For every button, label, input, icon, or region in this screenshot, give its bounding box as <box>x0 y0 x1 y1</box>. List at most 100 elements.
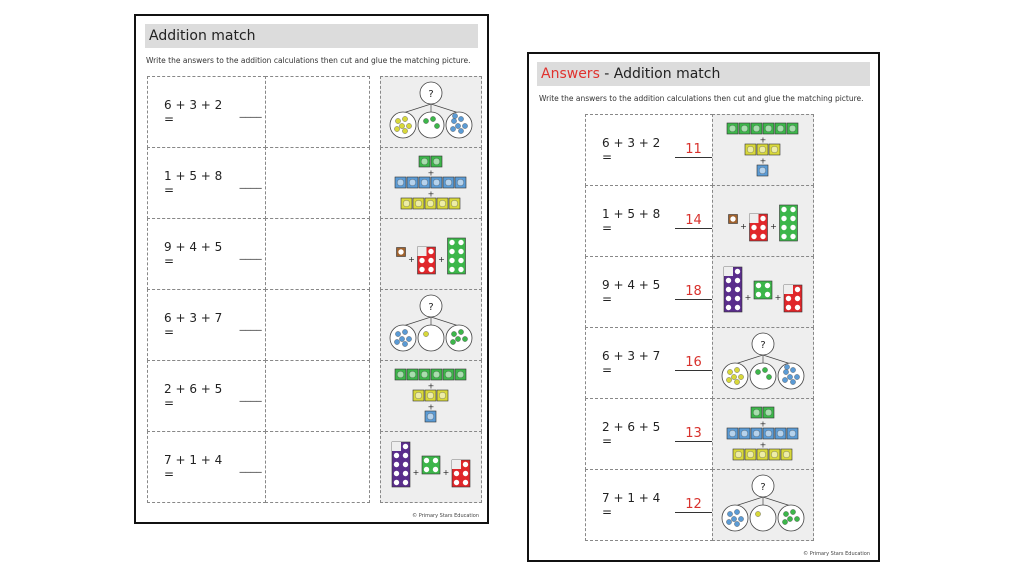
plus-sign: + <box>745 293 752 302</box>
cube <box>400 197 413 210</box>
equation-text: 6 + 3 + 7 = <box>164 311 223 339</box>
worksheet-instruction: Write the answers to the addition calcul… <box>146 56 471 65</box>
equation-text: 7 + 1 + 4 = <box>602 491 661 519</box>
counter-dot <box>402 341 408 347</box>
counter-dot <box>794 374 800 380</box>
glue-cell[interactable] <box>265 360 370 432</box>
counter-dot <box>734 509 740 515</box>
counter-dot <box>727 369 733 375</box>
cube <box>756 143 769 156</box>
counter-dot <box>458 329 464 335</box>
counter-dot <box>451 118 457 124</box>
picture-cell: + + <box>712 185 814 257</box>
picture-rods: ++ <box>726 122 799 177</box>
counter-dot <box>462 336 468 342</box>
number-block <box>451 459 471 488</box>
number-block <box>396 247 406 257</box>
glue-cell[interactable] <box>265 218 370 290</box>
picture-cell[interactable]: + + <box>380 431 482 503</box>
glue-cell[interactable] <box>265 289 370 361</box>
cube <box>726 122 739 135</box>
equation-cell: 2 + 6 + 5 = 13 <box>585 398 713 470</box>
cube <box>726 427 739 440</box>
number-block <box>749 213 768 242</box>
cube <box>448 197 461 210</box>
cube <box>762 427 775 440</box>
counter-dot <box>738 516 744 522</box>
equation-cell: 6 + 3 + 2 = ____ <box>147 76 266 148</box>
counter-dot <box>734 379 740 385</box>
picture-cubes: + + <box>728 204 798 242</box>
plus-sign: + <box>438 255 445 264</box>
counter-dot <box>790 367 796 373</box>
counter-dot <box>766 374 772 380</box>
number-block <box>421 455 441 475</box>
answer-blank[interactable]: ____ <box>239 176 262 189</box>
answer-blank[interactable]: ____ <box>239 389 262 402</box>
answer-value: 12 <box>675 497 712 513</box>
glue-cell[interactable] <box>265 76 370 148</box>
glue-cell[interactable] <box>265 431 370 503</box>
cube <box>786 427 799 440</box>
counter-dot <box>462 123 468 129</box>
counter-dot <box>755 369 761 375</box>
equation-cell: 1 + 5 + 8 = 14 <box>585 185 713 257</box>
glue-cell[interactable] <box>265 147 370 219</box>
number-block <box>391 441 411 488</box>
picture-cell[interactable]: + + <box>380 360 482 432</box>
counter-dot <box>450 126 456 132</box>
cube <box>412 197 425 210</box>
cube <box>424 389 437 402</box>
picture-cell[interactable]: + + <box>380 218 482 290</box>
number-block <box>779 204 798 242</box>
counter-dot <box>395 118 401 124</box>
cube <box>418 176 431 189</box>
cube <box>430 368 443 381</box>
cube <box>442 368 455 381</box>
whole-circle <box>751 332 775 356</box>
picture-cell[interactable]: + + <box>380 147 482 219</box>
picture-cell: + + <box>712 114 814 186</box>
cube <box>750 427 763 440</box>
part-circle <box>417 111 445 139</box>
picture-cell[interactable]: ? <box>380 289 482 361</box>
number-block <box>753 280 773 300</box>
cube <box>454 368 467 381</box>
cube <box>418 155 431 168</box>
picture-cubes: + + <box>723 266 803 313</box>
equation-text: 6 + 3 + 2 = <box>602 136 661 164</box>
equation-text: 2 + 6 + 5 = <box>602 420 661 448</box>
answer-blank[interactable]: ____ <box>239 460 262 473</box>
connector-line <box>430 316 460 327</box>
cube <box>756 164 769 177</box>
answer-value: 18 <box>675 284 712 300</box>
answer-value: 13 <box>675 426 712 442</box>
connector-line <box>762 354 792 365</box>
picture-cell: ? <box>712 327 814 399</box>
answer-blank[interactable]: ____ <box>239 105 262 118</box>
answer-blank[interactable]: ____ <box>239 318 262 331</box>
counter-dot <box>394 126 400 132</box>
part-circle <box>417 324 445 352</box>
worksheet-title: Addition match <box>145 24 478 48</box>
plus-sign: + <box>408 255 415 264</box>
worksheet-copyright: © Primary Stars Education <box>412 513 479 519</box>
equation-cell: 6 + 3 + 2 = 11 <box>585 114 713 186</box>
counter-dot <box>782 519 788 525</box>
cube <box>780 448 793 461</box>
picture-cell[interactable]: ? <box>380 76 482 148</box>
plus-sign: + <box>443 468 450 477</box>
equation-cell: 6 + 3 + 7 = ____ <box>147 289 266 361</box>
answer-blank[interactable]: ____ <box>239 247 262 260</box>
picture-cubes: + + <box>391 441 471 488</box>
worksheet-page: Addition match Write the answers to the … <box>134 14 489 524</box>
equation-text: 9 + 4 + 5 = <box>164 240 223 268</box>
number-block <box>417 246 436 275</box>
connector-line <box>762 496 792 507</box>
equation-text: 1 + 5 + 8 = <box>164 169 223 197</box>
cube <box>786 122 799 135</box>
number-block <box>783 284 803 313</box>
counter-dot <box>787 516 793 522</box>
plus-sign: + <box>760 420 767 429</box>
counter-dot <box>423 118 429 124</box>
